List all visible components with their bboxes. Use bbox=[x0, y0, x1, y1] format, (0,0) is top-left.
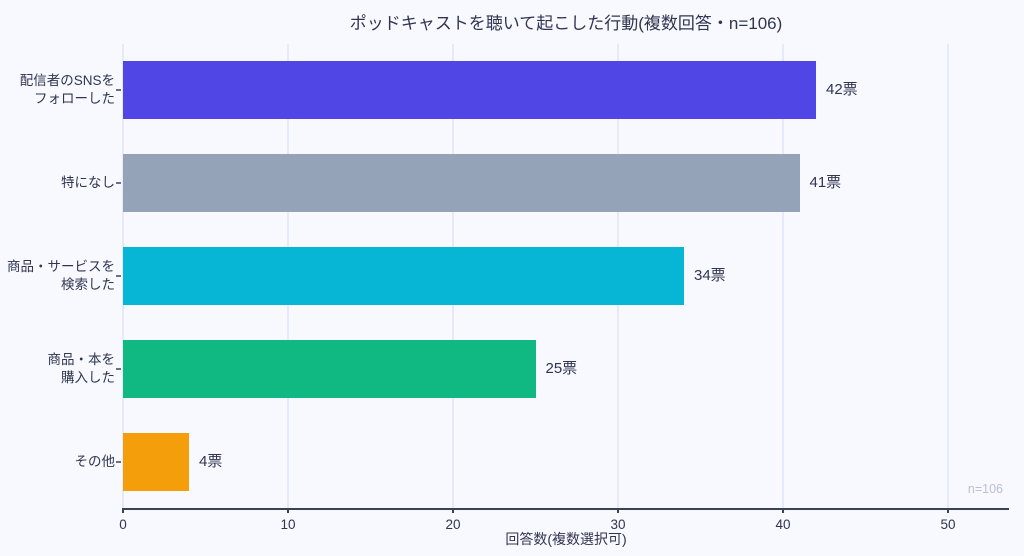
chart-title: ポッドキャストを聴いて起こした行動(複数回答・n=106) bbox=[349, 14, 783, 33]
x-tick-label: 0 bbox=[119, 517, 127, 532]
y-tick-mark bbox=[116, 275, 121, 277]
bar-value-label: 25票 bbox=[545, 359, 578, 377]
x-tick-mark bbox=[122, 508, 124, 513]
bar-value-label: 4票 bbox=[199, 452, 223, 470]
y-tick-mark bbox=[116, 460, 121, 463]
y-axis-label: その他 bbox=[74, 453, 116, 469]
x-tick-mark bbox=[452, 508, 454, 513]
y-tick-mark bbox=[116, 367, 121, 370]
x-tick-mark bbox=[617, 508, 619, 513]
bar-0 bbox=[123, 61, 816, 120]
x-tick-label: 30 bbox=[610, 517, 626, 532]
x-axis-line bbox=[123, 508, 1009, 510]
y-axis-label: 配信者のSNSを フォローした bbox=[19, 73, 115, 107]
x-tick-mark bbox=[782, 508, 784, 513]
x-tick-mark bbox=[947, 508, 949, 513]
bar-1 bbox=[123, 154, 800, 213]
plot-area: n=106 0 10 20 30 40 50 42票 41票 34票 25票 4票 bbox=[116, 44, 1009, 532]
x-axis-title: 回答数(複数選択可) bbox=[505, 531, 627, 547]
bar-4 bbox=[123, 432, 189, 491]
x-tick-mark bbox=[287, 508, 289, 513]
bar-2 bbox=[123, 247, 684, 305]
bar-value-label: 34票 bbox=[694, 267, 726, 284]
y-axis-label: 商品・サービスを 検索した bbox=[7, 259, 115, 292]
x-tick-label: 20 bbox=[445, 517, 461, 532]
gridline bbox=[782, 44, 784, 508]
x-tick-label: 10 bbox=[280, 517, 296, 532]
gridline bbox=[947, 44, 949, 508]
x-tick-label: 40 bbox=[775, 517, 791, 532]
bar-3 bbox=[123, 339, 536, 398]
bar-value-label: 42票 bbox=[826, 81, 858, 99]
bar-value-label: 41票 bbox=[809, 174, 842, 192]
y-axis-label: 特になし bbox=[61, 175, 115, 191]
y-tick-mark bbox=[116, 182, 121, 185]
y-tick-mark bbox=[116, 89, 121, 92]
x-tick-label: 50 bbox=[940, 517, 956, 532]
y-axis-label: 商品・本を 購入した bbox=[47, 351, 116, 385]
sample-size-annotation: n=106 bbox=[967, 482, 1003, 496]
